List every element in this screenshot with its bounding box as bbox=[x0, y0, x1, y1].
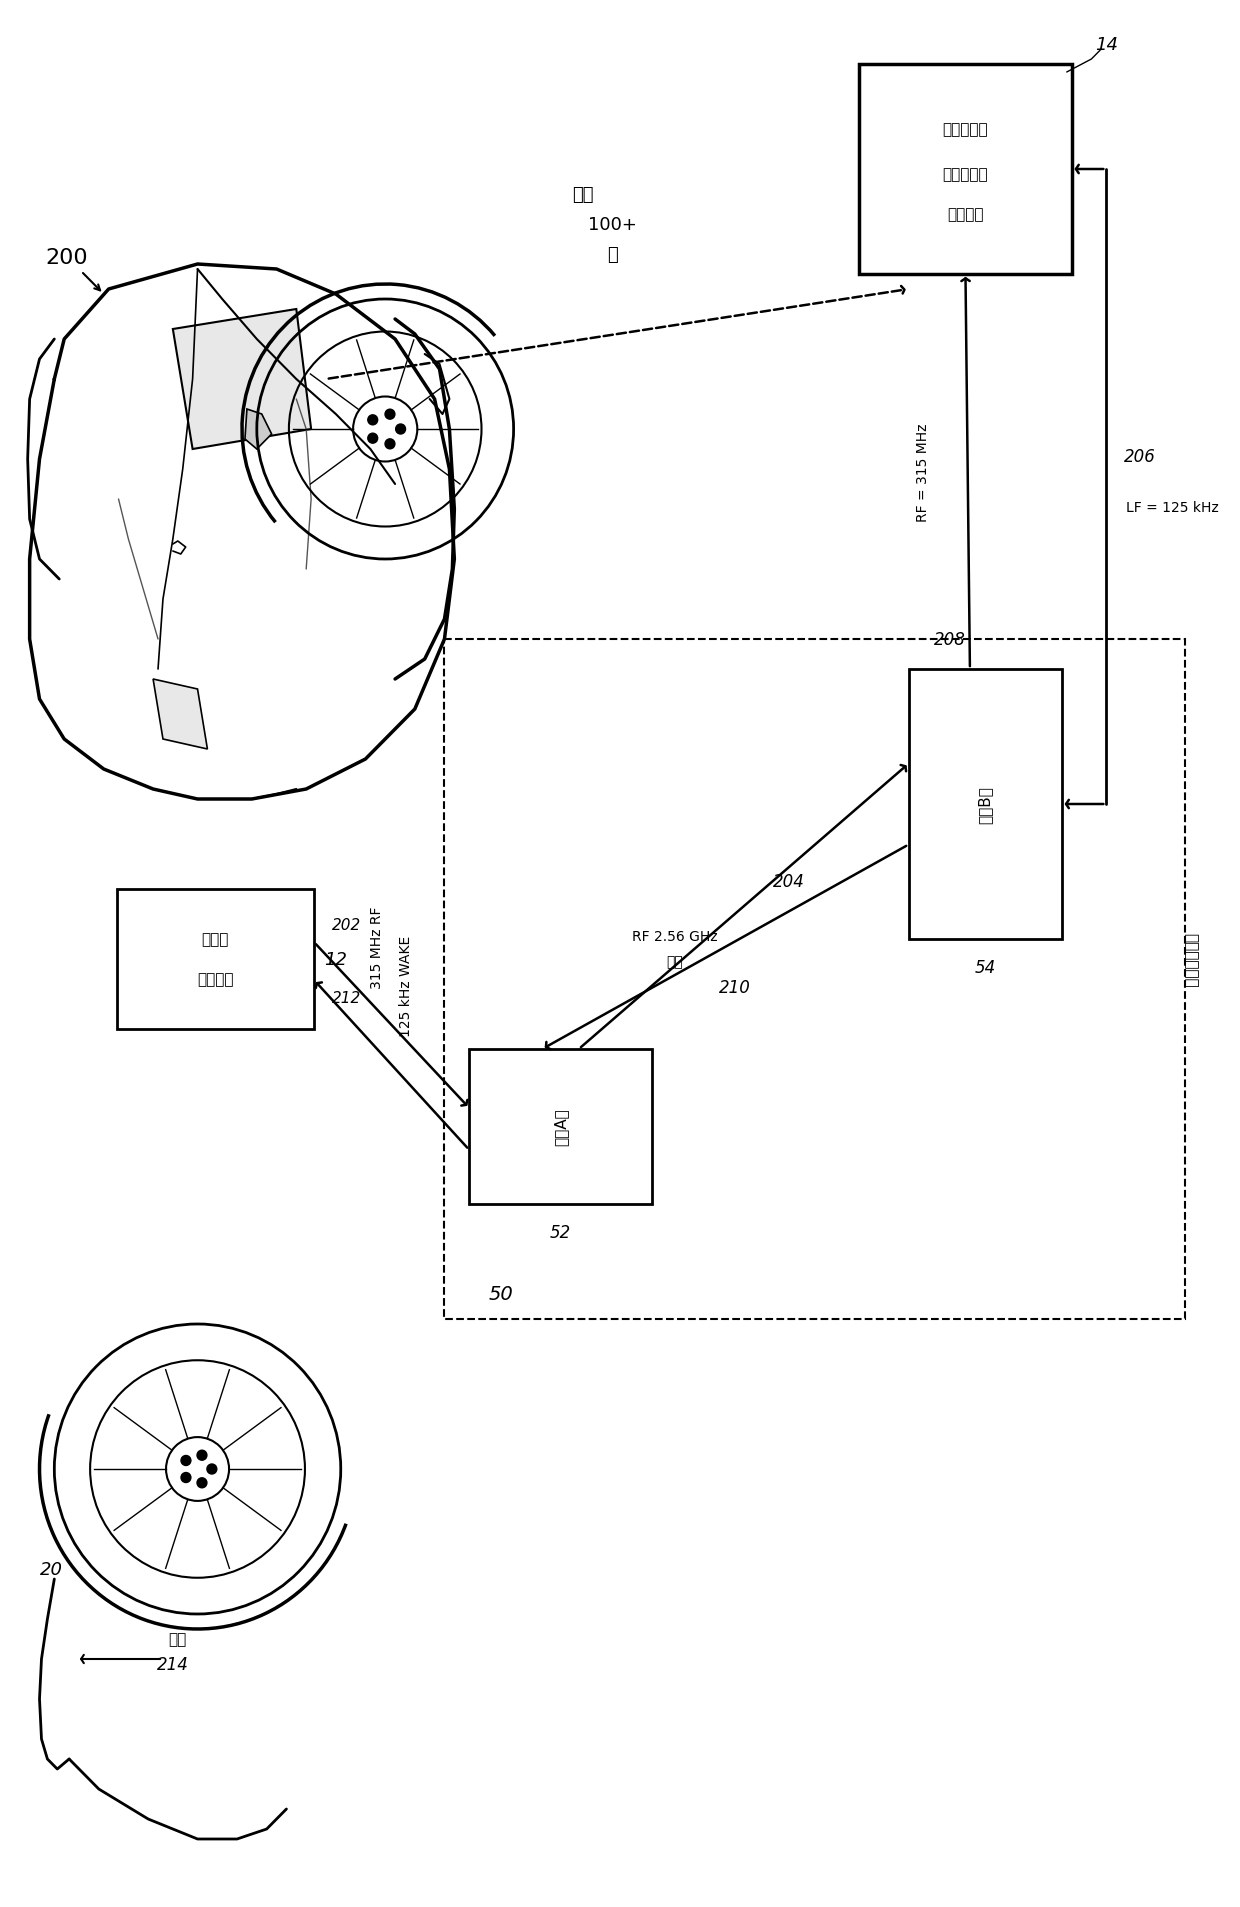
Text: 125 kHz WAKE: 125 kHz WAKE bbox=[399, 934, 413, 1036]
Bar bbox=[117, 889, 314, 1030]
Text: RF 2.56 GHz: RF 2.56 GHz bbox=[632, 931, 718, 944]
Text: 200: 200 bbox=[46, 248, 88, 267]
Text: 米: 米 bbox=[608, 246, 618, 263]
Text: 移动访问设: 移动访问设 bbox=[942, 122, 988, 137]
Text: 备（例如，: 备（例如， bbox=[942, 168, 988, 183]
Text: 204: 204 bbox=[774, 873, 805, 891]
Circle shape bbox=[386, 441, 394, 450]
Bar bbox=[909, 669, 1061, 940]
Circle shape bbox=[386, 410, 394, 420]
Circle shape bbox=[181, 1455, 191, 1466]
Text: 214: 214 bbox=[157, 1655, 188, 1672]
Text: 202: 202 bbox=[332, 917, 361, 933]
Text: 中继: 中继 bbox=[666, 955, 683, 969]
Text: 206: 206 bbox=[1123, 448, 1156, 465]
Text: 车辆侧: 车辆侧 bbox=[202, 933, 229, 948]
Circle shape bbox=[396, 425, 405, 435]
Text: 100+: 100+ bbox=[588, 215, 637, 235]
Text: （现有技术）: （现有技术） bbox=[1183, 933, 1198, 986]
Bar bbox=[469, 1049, 652, 1205]
Bar bbox=[444, 639, 1185, 1320]
Text: 中继B盒: 中继B盒 bbox=[977, 786, 993, 824]
Circle shape bbox=[207, 1465, 217, 1474]
Bar bbox=[859, 65, 1071, 275]
Text: 212: 212 bbox=[332, 992, 361, 1007]
Text: 解锁: 解锁 bbox=[169, 1632, 187, 1646]
Polygon shape bbox=[172, 309, 311, 450]
Text: 52: 52 bbox=[549, 1224, 572, 1241]
Text: 14: 14 bbox=[1095, 36, 1117, 53]
Text: 12: 12 bbox=[325, 950, 347, 969]
Text: 范围: 范围 bbox=[572, 185, 594, 204]
Circle shape bbox=[197, 1451, 207, 1461]
Circle shape bbox=[197, 1478, 207, 1487]
Text: RF = 315 MHz: RF = 315 MHz bbox=[916, 423, 930, 521]
Polygon shape bbox=[246, 410, 272, 450]
Text: 中继A盒: 中继A盒 bbox=[553, 1108, 568, 1146]
Text: 210: 210 bbox=[719, 978, 751, 995]
Text: 认证单元: 认证单元 bbox=[197, 973, 233, 988]
Circle shape bbox=[368, 416, 378, 425]
Text: LF = 125 kHz: LF = 125 kHz bbox=[1126, 500, 1219, 515]
Circle shape bbox=[181, 1472, 191, 1484]
Text: 54: 54 bbox=[975, 959, 996, 976]
Text: 315 MHz RF: 315 MHz RF bbox=[370, 906, 384, 990]
Polygon shape bbox=[153, 679, 207, 749]
Text: 50: 50 bbox=[489, 1285, 513, 1304]
Circle shape bbox=[368, 435, 378, 444]
Text: 密鑰卡）: 密鑰卡） bbox=[947, 208, 983, 223]
Text: 208: 208 bbox=[934, 631, 966, 648]
Text: 20: 20 bbox=[40, 1560, 63, 1579]
